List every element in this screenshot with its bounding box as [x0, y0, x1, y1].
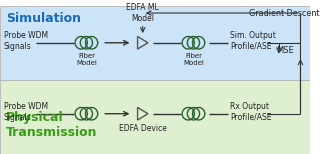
Text: Probe WDM
Signals: Probe WDM Signals [4, 102, 48, 122]
Text: EDFA ML
Model: EDFA ML Model [126, 3, 159, 23]
Text: Fiber
Model: Fiber Model [183, 53, 204, 66]
Text: Sim. Output
Profile/ASE: Sim. Output Profile/ASE [230, 31, 276, 51]
Text: Gradient Descent: Gradient Descent [249, 9, 319, 18]
Text: Physical
Transmission: Physical Transmission [6, 111, 97, 139]
FancyBboxPatch shape [0, 80, 310, 154]
Text: MSE: MSE [276, 46, 293, 55]
FancyBboxPatch shape [0, 6, 310, 80]
Text: Probe WDM
Signals: Probe WDM Signals [4, 31, 48, 51]
Text: Fiber
Model: Fiber Model [76, 53, 97, 66]
Text: Rx Output
Profile/ASE: Rx Output Profile/ASE [230, 102, 272, 122]
Text: EDFA Device: EDFA Device [119, 124, 167, 133]
Text: Simulation: Simulation [6, 12, 81, 25]
